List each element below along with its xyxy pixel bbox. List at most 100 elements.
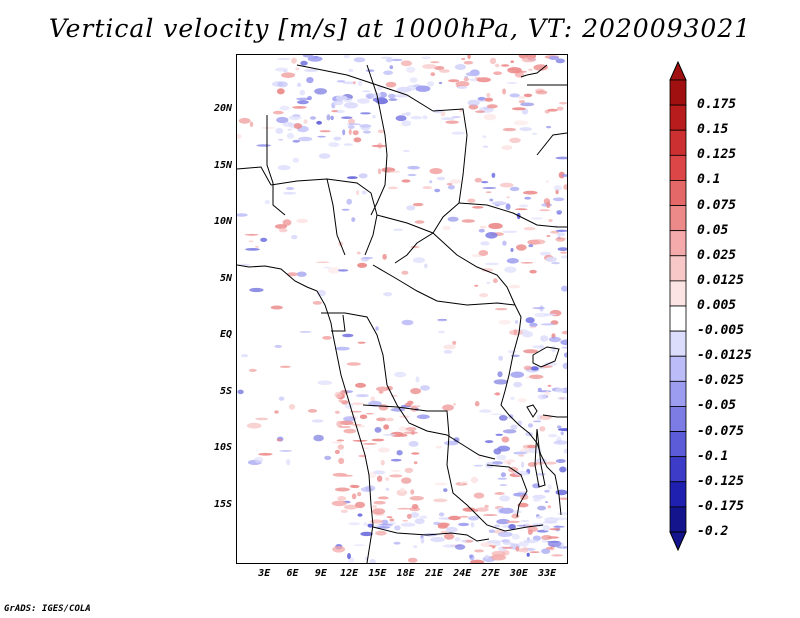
velocity-patch — [388, 186, 399, 190]
velocity-patch — [389, 518, 395, 522]
velocity-patch — [473, 464, 484, 467]
velocity-patch — [348, 118, 355, 125]
velocity-patch — [547, 384, 552, 387]
colorbar-swatch — [669, 330, 687, 357]
velocity-patch — [508, 284, 521, 289]
velocity-patch — [376, 475, 383, 482]
velocity-patch — [470, 559, 485, 563]
velocity-patch — [430, 61, 440, 64]
velocity-patch — [412, 202, 424, 207]
velocity-patch — [436, 176, 446, 181]
velocity-patch — [499, 484, 508, 486]
velocity-patch — [403, 431, 418, 435]
velocity-patch — [521, 56, 536, 63]
colorbar-label: -0.1 — [697, 448, 729, 464]
velocity-patch — [316, 120, 322, 125]
colorbar-swatch — [669, 255, 687, 282]
velocity-patch — [291, 234, 298, 240]
velocity-patch — [522, 331, 533, 338]
velocity-patch — [348, 68, 354, 73]
velocity-patch — [343, 143, 353, 146]
velocity-patch — [452, 340, 457, 345]
velocity-patch — [524, 449, 528, 454]
velocity-patch — [501, 539, 510, 543]
velocity-patch — [434, 482, 448, 486]
velocity-patch — [541, 548, 551, 554]
velocity-patch — [461, 539, 467, 543]
velocity-patch — [511, 513, 520, 519]
velocity-patch — [517, 398, 527, 403]
velocity-patch — [451, 131, 465, 135]
velocity-patch — [357, 513, 363, 517]
colorbar-label: 0.1 — [697, 172, 721, 188]
velocity-patch — [560, 255, 567, 259]
colorbar-label: -0.175 — [697, 498, 744, 514]
velocity-patch — [470, 522, 475, 528]
velocity-patch — [341, 116, 353, 119]
colorbar-swatch — [669, 380, 687, 407]
velocity-patch — [545, 256, 557, 263]
velocity-patch — [394, 525, 401, 531]
velocity-patch — [540, 335, 549, 342]
velocity-patch — [261, 126, 275, 130]
velocity-patch — [544, 461, 557, 465]
velocity-patch — [365, 93, 375, 99]
velocity-patch — [463, 77, 469, 82]
velocity-patch — [402, 150, 410, 152]
velocity-patch — [299, 89, 306, 96]
velocity-patch — [410, 245, 420, 249]
velocity-patch — [408, 440, 419, 447]
velocity-patch — [306, 77, 314, 84]
velocity-patch — [407, 400, 414, 405]
velocity-patch — [502, 88, 506, 95]
velocity-patch — [337, 269, 349, 272]
velocity-patch — [510, 424, 518, 430]
velocity-patch — [387, 521, 397, 525]
velocity-patch — [406, 205, 416, 211]
velocity-patch — [447, 185, 455, 190]
velocity-patch — [376, 386, 389, 392]
velocity-patch — [395, 95, 410, 98]
velocity-patch — [324, 455, 332, 460]
velocity-patch — [360, 112, 371, 115]
velocity-patch — [357, 262, 368, 268]
velocity-patch — [310, 116, 316, 120]
velocity-patch — [481, 268, 494, 272]
velocity-patch — [520, 102, 535, 107]
velocity-patch — [546, 201, 551, 208]
velocity-patch — [390, 407, 405, 412]
velocity-patch — [529, 551, 540, 553]
velocity-patch — [507, 67, 522, 74]
velocity-patch — [537, 505, 547, 511]
x-tick-label: 33E — [538, 568, 557, 579]
velocity-patch — [511, 107, 526, 111]
velocity-patch — [287, 123, 291, 126]
velocity-patch — [502, 127, 516, 132]
velocity-patch — [548, 219, 553, 222]
velocity-patch — [270, 305, 283, 310]
velocity-patch — [461, 57, 466, 61]
velocity-patch — [529, 326, 537, 329]
colorbar-swatch — [669, 129, 687, 156]
velocity-patch — [479, 293, 489, 298]
velocity-patch — [540, 323, 556, 326]
velocity-patch — [276, 88, 285, 95]
velocity-patch — [397, 507, 412, 510]
velocity-patch — [506, 520, 520, 523]
velocity-patch — [495, 433, 504, 436]
chart-title: Vertical velocity [m/s] at 1000hPa, VT: … — [48, 14, 752, 43]
velocity-patch — [502, 230, 518, 233]
velocity-patch — [468, 516, 479, 521]
velocity-patch — [532, 307, 546, 310]
velocity-patch — [478, 228, 485, 233]
velocity-patch — [506, 258, 519, 264]
velocity-patch — [498, 415, 508, 421]
x-tick-label: 12E — [340, 568, 359, 579]
velocity-patch — [485, 232, 498, 239]
velocity-patch — [336, 420, 343, 428]
velocity-patch — [484, 554, 489, 559]
velocity-patch — [355, 382, 366, 388]
colorbar-swatch — [669, 481, 687, 508]
velocity-patch — [420, 385, 430, 391]
velocity-patch — [547, 540, 562, 548]
